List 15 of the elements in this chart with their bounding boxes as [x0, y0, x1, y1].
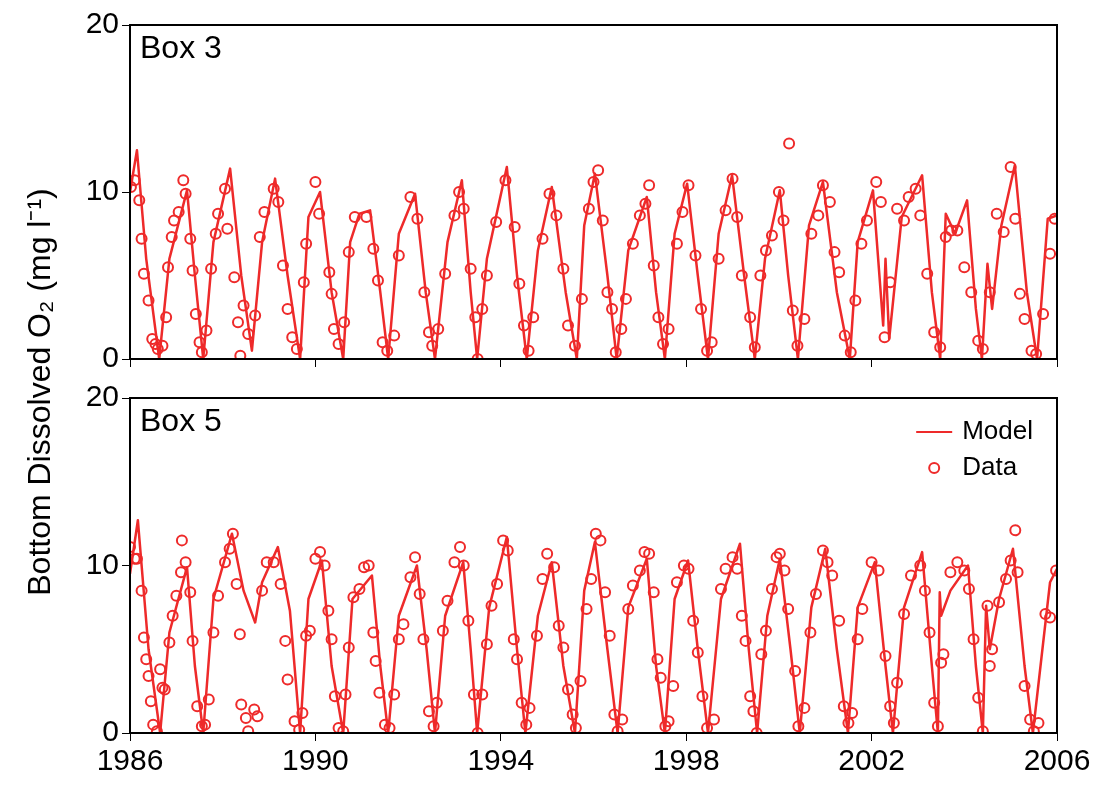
chart-title: Box 5 — [140, 401, 222, 438]
y-tick-label: 20 — [85, 6, 119, 40]
y-tick-label: 20 — [85, 379, 119, 413]
x-tick-label: 2006 — [1023, 743, 1091, 777]
x-tick-label: 1990 — [282, 743, 349, 777]
y-tick-label: 0 — [102, 340, 119, 374]
y-axis-title: Bottom Dissolved O₂ (mg l⁻¹) — [19, 188, 58, 596]
chart-title: Box 3 — [140, 28, 222, 65]
x-tick-label: 1998 — [652, 743, 720, 777]
x-tick-label: 1994 — [467, 743, 535, 777]
legend-label: Data — [962, 451, 1018, 482]
y-tick-label: 10 — [85, 173, 119, 207]
legend-label: Model — [962, 415, 1034, 446]
x-tick-label: 2002 — [838, 743, 905, 777]
y-tick-label: 10 — [85, 546, 119, 580]
